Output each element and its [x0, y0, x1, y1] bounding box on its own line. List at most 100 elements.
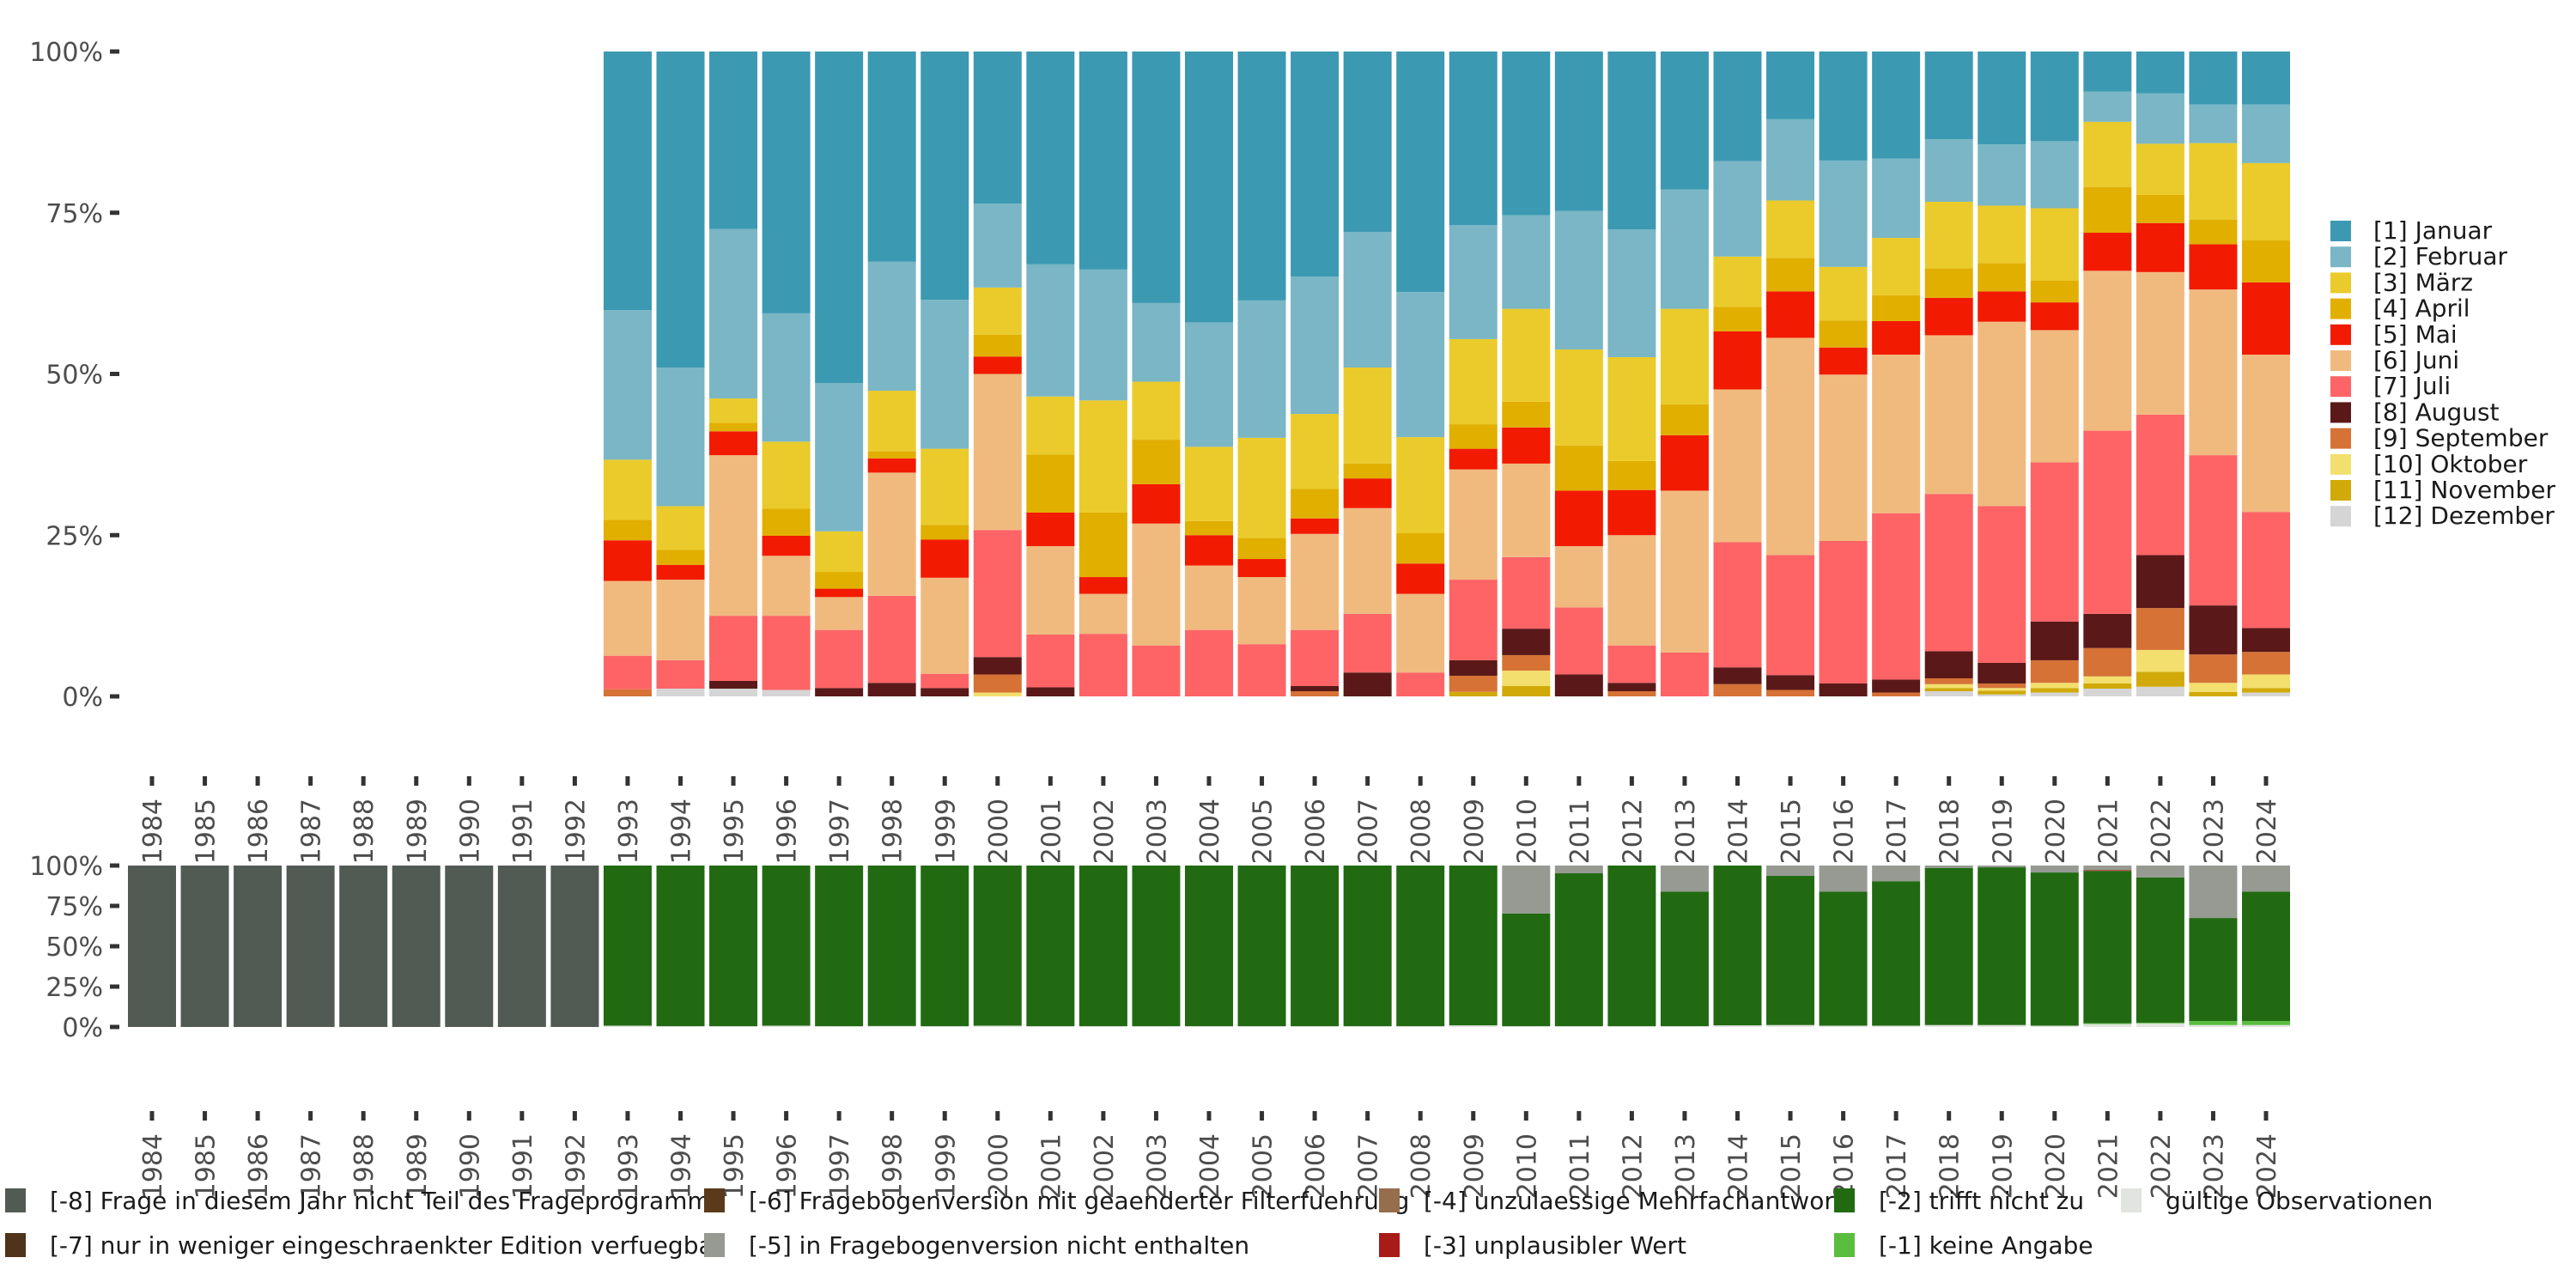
bottom-xtick-label: 2018 — [1935, 1133, 1965, 1199]
top-bar-2014--4-april — [1713, 307, 1762, 331]
top-xtick-label: 2009 — [1460, 799, 1490, 864]
bottom-xtick-label: 2021 — [2093, 1133, 2123, 1199]
legend-swatch — [2330, 298, 2351, 319]
bottom-bar-1988--8-frage-in-diesem-jahr-nicht-teil-des-frageprogramms — [339, 866, 388, 1027]
top-xtick — [361, 776, 366, 786]
top-xtick — [625, 776, 630, 786]
top-bar-1997--3-m-rz — [815, 531, 864, 573]
top-bar-2022--9-september — [2136, 608, 2184, 650]
top-bar-2017--9-september — [1872, 692, 1921, 696]
bottom-xtick-label: 2008 — [1406, 1133, 1437, 1199]
top-bar-2024--7-juli — [2242, 512, 2290, 629]
top-bar-2004--5-mai — [1185, 535, 1233, 566]
top-bar-2019--8-august — [1978, 662, 2026, 683]
legend-swatch — [2330, 480, 2351, 501]
legend-swatch — [2330, 402, 2351, 423]
bottom-bar-2000-g-ltige-observationen — [973, 1025, 1022, 1027]
top-xtick-label: 1990 — [455, 799, 485, 864]
bottom-bar-2012--2-trifft-nicht-zu — [1607, 866, 1656, 1027]
legend-label: gültige Observationen — [2166, 1187, 2433, 1215]
bottom-bar-2023--2-trifft-nicht-zu — [2189, 918, 2238, 1022]
top-bar-2011--3-m-rz — [1554, 349, 1603, 446]
top-bar-2009--11-november — [1449, 691, 1498, 696]
top-xtick — [836, 776, 841, 786]
top-bar-2019--11-november — [1978, 690, 2026, 695]
top-bar-2023--6-juni — [2189, 289, 2238, 456]
top-bar-2007--5-mai — [1343, 478, 1392, 508]
top-bar-2020--11-november — [2030, 688, 2079, 693]
bottom-xtick-label: 1990 — [455, 1133, 485, 1199]
bottom-bar-2010--5-in-fragebogenversion-nicht-enthalten — [1502, 866, 1551, 914]
top-bar-2020--8-august — [2030, 621, 2079, 660]
legend-swatch — [2330, 324, 2351, 345]
legend-label: [-4] unzulaessige Mehrfachantwort — [1424, 1187, 1844, 1215]
bottom-bar-1996-g-ltige-observationen — [762, 1025, 811, 1027]
top-bar-2023--3-m-rz — [2189, 143, 2238, 221]
bottom-bar-2021--2-trifft-nicht-zu — [2083, 871, 2132, 1024]
top-bar-2010--11-november — [1502, 685, 1551, 696]
bottom-bar-1991--8-frage-in-diesem-jahr-nicht-teil-des-frageprogramms — [497, 866, 546, 1027]
bottom-xtick — [2210, 1111, 2215, 1121]
bottom-bar-2013--2-trifft-nicht-zu — [1660, 891, 1709, 1027]
top-bar-2022--10-oktober — [2136, 649, 2184, 672]
top-xtick-label: 2015 — [1777, 799, 1807, 864]
top-bar-2011--1-januar — [1554, 52, 1603, 211]
top-bar-1997--2-februar — [815, 383, 864, 532]
top-bar-2019--1-januar — [1978, 52, 2026, 145]
top-bar-1994--3-m-rz — [656, 506, 705, 550]
bottom-xtick — [678, 1111, 683, 1121]
bottom-bar-2011-g-ltige-observationen — [1554, 1026, 1603, 1027]
top-bar-1997--7-juli — [815, 629, 864, 689]
top-ytick — [110, 49, 119, 54]
bottom-legend-item: [-8] Frage in diesem Jahr nicht Teil des… — [5, 1187, 723, 1215]
top-bar-2001--7-juli — [1026, 634, 1075, 688]
top-bar-2012--3-m-rz — [1607, 356, 1656, 461]
top-bar-2022--8-august — [2136, 555, 2184, 609]
bottom-bar-2019--2-trifft-nicht-zu — [1978, 867, 2026, 1025]
legend-swatch — [5, 1233, 26, 1257]
top-bar-2024--6-juni — [2242, 354, 2290, 513]
bottom-bar-1986--8-frage-in-diesem-jahr-nicht-teil-des-frageprogramms — [234, 866, 283, 1027]
top-bar-2019--5-mai — [1978, 291, 2026, 322]
top-xtick — [784, 776, 789, 786]
top-bar-2018--11-november — [1924, 688, 1973, 691]
bottom-xtick-label: 2005 — [1249, 1133, 1279, 1199]
top-bar-2000--5-mai — [973, 356, 1022, 374]
bottom-xtick — [1471, 1111, 1476, 1121]
bottom-xtick — [2263, 1111, 2269, 1121]
top-bar-2002--7-juli — [1078, 634, 1127, 696]
bottom-bar-1997-g-ltige-observationen — [815, 1026, 864, 1027]
bottom-bar-2004--2-trifft-nicht-zu — [1185, 866, 1233, 1027]
bottom-xtick — [1206, 1111, 1212, 1121]
top-bar-2009--9-september — [1449, 675, 1498, 692]
top-xtick-label: 2008 — [1406, 799, 1437, 864]
top-bar-2023--2-februar — [2189, 104, 2238, 143]
top-bar-2013--3-m-rz — [1660, 308, 1709, 404]
bottom-xtick — [1735, 1111, 1740, 1121]
top-bar-2008--1-januar — [1396, 52, 1445, 293]
top-bar-2007--1-januar — [1343, 52, 1392, 233]
bottom-bar-1989--8-frage-in-diesem-jahr-nicht-teil-des-frageprogramms — [392, 866, 440, 1027]
top-xtick — [1260, 776, 1265, 786]
top-bar-2013--2-februar — [1660, 189, 1709, 309]
top-bar-1993--5-mai — [603, 540, 652, 581]
top-bar-2014--7-juli — [1713, 542, 1762, 668]
top-ytick — [110, 210, 119, 216]
top-bar-2015--6-juni — [1766, 337, 1815, 556]
top-bar-2018--4-april — [1924, 268, 1973, 298]
top-bar-2020--4-april — [2030, 280, 2079, 303]
top-bar-1999--8-august — [920, 688, 969, 696]
bottom-bar-2020-g-ltige-observationen — [2030, 1025, 2079, 1027]
top-bar-2009--4-april — [1449, 424, 1498, 449]
legend-swatch — [2330, 246, 2351, 268]
legend-label: [9] September — [2373, 424, 2549, 453]
top-bar-1995--3-m-rz — [709, 398, 758, 423]
bottom-xtick-label: 2010 — [1512, 1133, 1542, 1199]
top-bar-2010--9-september — [1502, 654, 1551, 671]
top-bar-1996--6-juni — [762, 556, 811, 617]
top-bar-2003--2-februar — [1132, 302, 1181, 382]
legend-swatch — [2121, 1188, 2142, 1212]
top-bar-2003--4-april — [1132, 440, 1181, 484]
bottom-legend-item: [-6] Fragebogenversion mit geaenderter F… — [704, 1187, 1409, 1215]
top-bar-2021--2-februar — [2083, 91, 2132, 122]
